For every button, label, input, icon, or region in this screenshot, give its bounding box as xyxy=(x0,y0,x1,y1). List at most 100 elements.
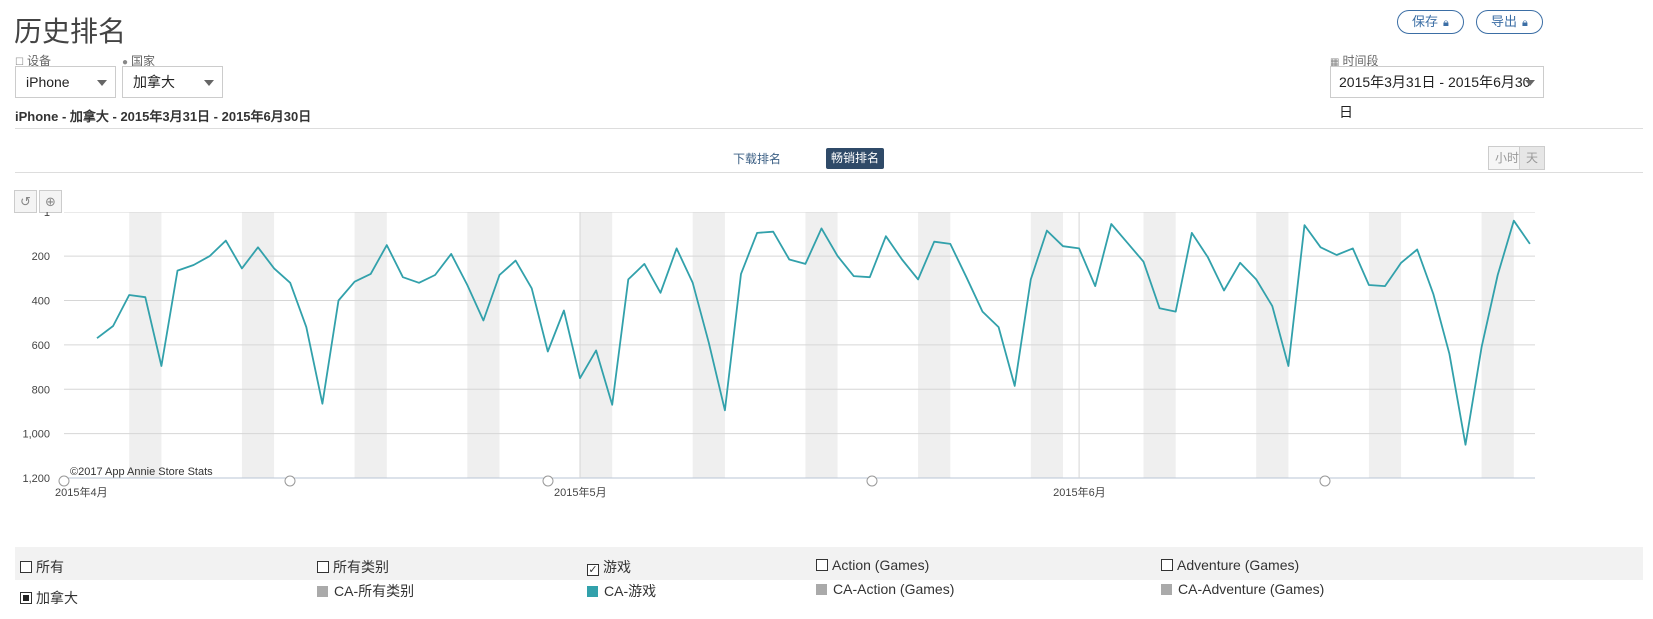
event-marker-icon xyxy=(542,475,554,487)
data-point xyxy=(802,261,808,267)
rank-history-chart[interactable]: 1 200 400 600 800 1,000 1,200 2015年4月 2015年5月 201… xyxy=(0,212,1653,512)
lock-icon: 🔒︎ xyxy=(1522,17,1528,29)
data-point xyxy=(384,242,390,248)
legend-item-games[interactable]: ✓ 游戏 xyxy=(587,559,631,576)
y-tick-label: 1,000 xyxy=(22,429,50,441)
y-tick-label: 600 xyxy=(32,340,50,352)
data-point xyxy=(497,272,503,278)
data-point xyxy=(1044,228,1050,234)
data-point xyxy=(835,253,841,259)
undo-zoom-button[interactable]: ↺ xyxy=(14,190,37,213)
device-select[interactable]: iPhone xyxy=(15,66,116,98)
data-point xyxy=(1479,344,1485,350)
legend-series-row: 加拿大 CA-所有类别 CA-游戏 CA-Action (Games) CA-A… xyxy=(15,580,1643,613)
data-point xyxy=(126,292,132,298)
data-point xyxy=(1157,305,1163,311)
legend-item-all-categories[interactable]: 所有类别 xyxy=(317,557,389,577)
data-point xyxy=(142,294,148,300)
data-point xyxy=(738,271,744,277)
data-point xyxy=(819,225,825,231)
y-tick-label: 1 xyxy=(44,212,50,219)
checkbox[interactable] xyxy=(816,559,828,571)
data-point xyxy=(980,309,986,315)
checkbox[interactable] xyxy=(20,561,32,573)
divider xyxy=(15,128,1643,129)
zoom-button[interactable]: ⊕ xyxy=(39,190,62,213)
x-tick-label: 2015年6月 xyxy=(1053,485,1106,499)
event-marker-icon xyxy=(58,475,70,487)
data-point xyxy=(1334,252,1340,258)
data-point xyxy=(416,280,422,286)
data-point xyxy=(883,233,889,239)
legend-series-ca-games[interactable]: CA-游戏 xyxy=(587,581,656,601)
export-button-label: 导出 xyxy=(1491,14,1518,29)
data-point xyxy=(1141,259,1147,265)
data-point xyxy=(674,245,680,251)
data-point xyxy=(271,265,277,271)
chevron-down-icon xyxy=(1525,80,1535,86)
data-point xyxy=(336,298,342,304)
checkbox-checked[interactable]: ✓ xyxy=(587,564,599,576)
download-rank-tab[interactable]: 下载排名 xyxy=(733,152,782,166)
event-marker-icon xyxy=(866,475,878,487)
data-point xyxy=(609,402,615,408)
data-point xyxy=(400,274,406,280)
data-point xyxy=(754,230,760,236)
legend-item-action-games[interactable]: Action (Games) xyxy=(816,557,929,573)
legend-series-ca-all-categories[interactable]: CA-所有类别 xyxy=(317,581,414,601)
save-button[interactable]: 保存 🔒︎ xyxy=(1397,10,1464,34)
data-point xyxy=(996,324,1002,330)
export-button[interactable]: 导出 🔒︎ xyxy=(1476,10,1543,34)
legend-item-canada[interactable]: 加拿大 xyxy=(20,588,78,608)
legend-series-ca-adventure-games[interactable]: CA-Adventure (Games) xyxy=(1161,581,1324,597)
data-point xyxy=(448,251,454,257)
data-point xyxy=(947,241,953,247)
event-marker-icon xyxy=(284,475,296,487)
data-point xyxy=(1269,303,1275,309)
data-point xyxy=(1092,283,1098,289)
data-point xyxy=(1028,276,1034,282)
data-point xyxy=(1285,363,1291,369)
data-point xyxy=(770,229,776,235)
day-button[interactable]: 天 xyxy=(1519,146,1546,170)
legend-series-ca-action-games[interactable]: CA-Action (Games) xyxy=(816,581,954,597)
chart-watermark: ©2017 App Annie Store Stats xyxy=(70,466,213,478)
x-tick-label: 2015年5月 xyxy=(554,485,607,499)
data-point xyxy=(480,317,486,323)
data-point xyxy=(1173,309,1179,315)
divider xyxy=(15,172,1643,173)
series-swatch xyxy=(1161,584,1172,595)
data-point xyxy=(593,347,599,353)
data-point xyxy=(464,282,470,288)
data-point xyxy=(1430,291,1436,297)
data-point xyxy=(1318,244,1324,250)
data-point xyxy=(239,265,245,271)
data-point xyxy=(577,375,583,381)
checkbox[interactable] xyxy=(1161,559,1173,571)
legend-category-row: 所有 所有类别 ✓ 游戏 Action (Games) Adventure (Ga… xyxy=(15,547,1643,580)
data-point xyxy=(1124,240,1130,246)
data-point xyxy=(158,363,164,369)
undo-icon: ↺ xyxy=(20,194,31,209)
checkbox-filled[interactable] xyxy=(20,592,32,604)
data-point xyxy=(561,308,567,314)
data-point xyxy=(207,253,213,259)
data-point xyxy=(931,239,937,245)
chevron-down-icon xyxy=(204,80,214,86)
data-point xyxy=(1189,230,1195,236)
period-select[interactable]: 2015年3月31日 - 2015年6月30日 xyxy=(1330,66,1544,120)
data-point xyxy=(287,280,293,286)
page-title: 历史排名 xyxy=(14,16,127,47)
grossing-rank-tab[interactable]: 畅销排名 xyxy=(826,148,885,169)
country-filter-label: ● 国家 xyxy=(122,54,156,68)
data-point xyxy=(223,238,229,244)
data-point xyxy=(1398,260,1404,266)
country-select[interactable]: 加拿大 xyxy=(122,66,223,98)
legend-item-all[interactable]: 所有 xyxy=(20,557,64,577)
checkbox[interactable] xyxy=(317,561,329,573)
data-point xyxy=(1205,254,1211,260)
series-swatch xyxy=(317,586,328,597)
legend-item-adventure-games[interactable]: Adventure (Games) xyxy=(1161,557,1299,573)
data-point xyxy=(1221,288,1227,294)
data-point xyxy=(529,285,535,291)
